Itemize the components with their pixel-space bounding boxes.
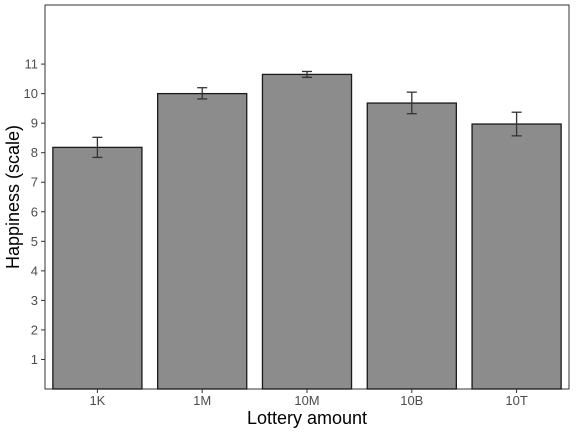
bar-10m	[261, 73, 353, 390]
y-tick-label-8: 8	[31, 145, 38, 160]
x-tick-label-1m: 1M	[193, 393, 211, 408]
x-tick-label-10m: 10M	[294, 393, 319, 408]
x-tick-label-1k: 1K	[89, 393, 105, 408]
y-tick-label-9: 9	[31, 116, 38, 131]
y-tick-label-2: 2	[31, 322, 38, 337]
x-axis-title: Lottery amount	[247, 408, 367, 428]
y-tick-label-10: 10	[24, 86, 38, 101]
bar-1m	[157, 92, 248, 390]
x-tick-label-10b: 10B	[400, 393, 423, 408]
y-tick-label-11: 11	[25, 57, 39, 72]
y-axis-title: Happiness (scale)	[3, 125, 23, 269]
y-axis: 1 2 3 4 5 6 7 8 9 10 11	[24, 57, 45, 367]
y-tick-label-3: 3	[31, 293, 38, 308]
y-tick-label-4: 4	[31, 263, 38, 278]
bar-10t	[471, 123, 562, 390]
y-tick-label-5: 5	[31, 234, 38, 249]
y-tick-label-6: 6	[31, 204, 38, 219]
y-tick-label-1: 1	[31, 352, 38, 367]
y-tick-label-7: 7	[31, 175, 38, 190]
bars-group	[52, 73, 562, 390]
bar-10b	[366, 102, 457, 390]
x-axis: 1K 1M 10M 10B 10T	[89, 389, 528, 408]
bar-1k	[52, 146, 143, 390]
error-bars-group	[92, 70, 522, 159]
x-tick-label-10t: 10T	[505, 393, 527, 408]
